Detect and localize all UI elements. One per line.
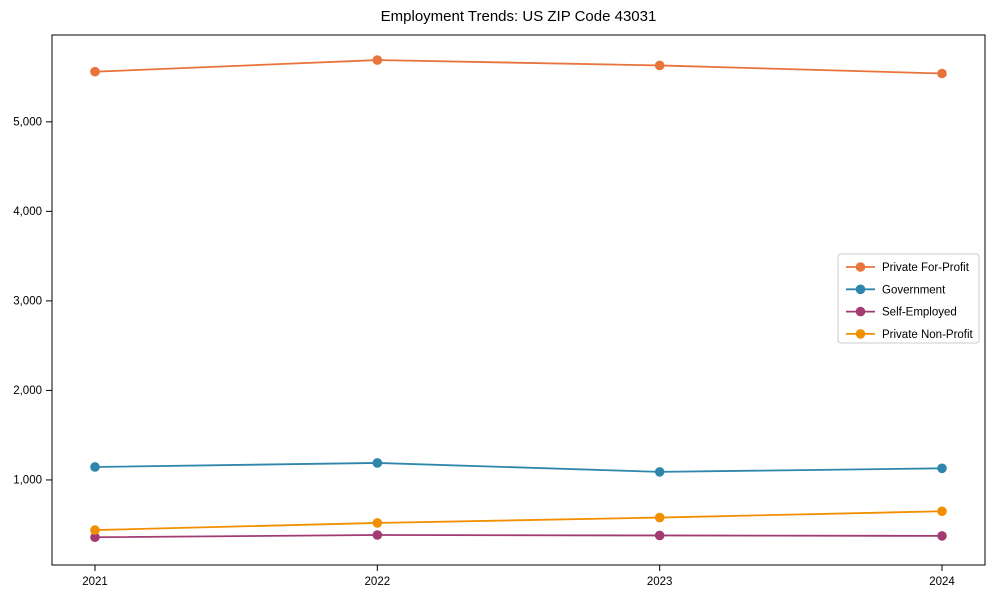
data-point-private-non-profit-2023 (654, 512, 665, 523)
legend-sample-marker-private-for-profit (855, 262, 866, 272)
data-point-government-2022 (372, 458, 383, 468)
x-axis-tick-label: 2022 (365, 576, 391, 588)
series-line-private-for-profit (94, 59, 943, 75)
plot-border (51, 34, 986, 566)
y-axis-tick-label: 5,000 (13, 117, 42, 129)
data-point-private-for-profit-2022 (372, 55, 383, 65)
y-axis-tick-label: 2,000 (13, 385, 42, 397)
data-point-self-employed-2021 (90, 532, 100, 543)
data-point-private-non-profit-2024 (937, 506, 947, 517)
x-axis-tick-label: 2021 (82, 576, 108, 588)
data-point-private-for-profit-2024 (937, 68, 947, 79)
data-point-self-employed-2022 (372, 530, 383, 540)
series-line-private-non-profit (94, 510, 943, 531)
data-point-private-non-profit-2022 (372, 518, 383, 528)
legend-box (837, 253, 980, 344)
y-axis-tick-label: 3,000 (13, 296, 42, 308)
data-point-self-employed-2024 (937, 531, 947, 541)
y-axis-tick-label: 1,000 (13, 475, 42, 487)
data-point-government-2023 (654, 467, 665, 477)
data-point-private-for-profit-2023 (654, 60, 665, 71)
legend-sample-marker-self-employed (855, 306, 866, 317)
legend-label-government: Government (882, 284, 946, 296)
series-line-government (94, 462, 943, 473)
legend-label-private-non-profit: Private Non-Profit (882, 329, 974, 341)
legend-sample-marker-government (855, 284, 866, 295)
legend-sample-marker-private-non-profit (855, 329, 866, 339)
data-point-private-for-profit-2021 (90, 66, 100, 77)
y-axis-tick-label: 4,000 (13, 206, 42, 218)
data-point-self-employed-2023 (654, 530, 665, 541)
series-line-self-employed (94, 534, 943, 539)
x-axis-tick-label: 2023 (647, 576, 673, 588)
legend-label-private-for-profit: Private For-Profit (882, 262, 970, 274)
chart-title: Employment Trends: US ZIP Code 43031 (380, 8, 657, 25)
data-point-private-non-profit-2021 (90, 525, 100, 535)
data-point-government-2021 (90, 462, 100, 472)
x-axis-tick-label: 2024 (929, 576, 955, 588)
data-point-government-2024 (937, 463, 947, 474)
legend-label-self-employed: Self-Employed (882, 307, 957, 319)
